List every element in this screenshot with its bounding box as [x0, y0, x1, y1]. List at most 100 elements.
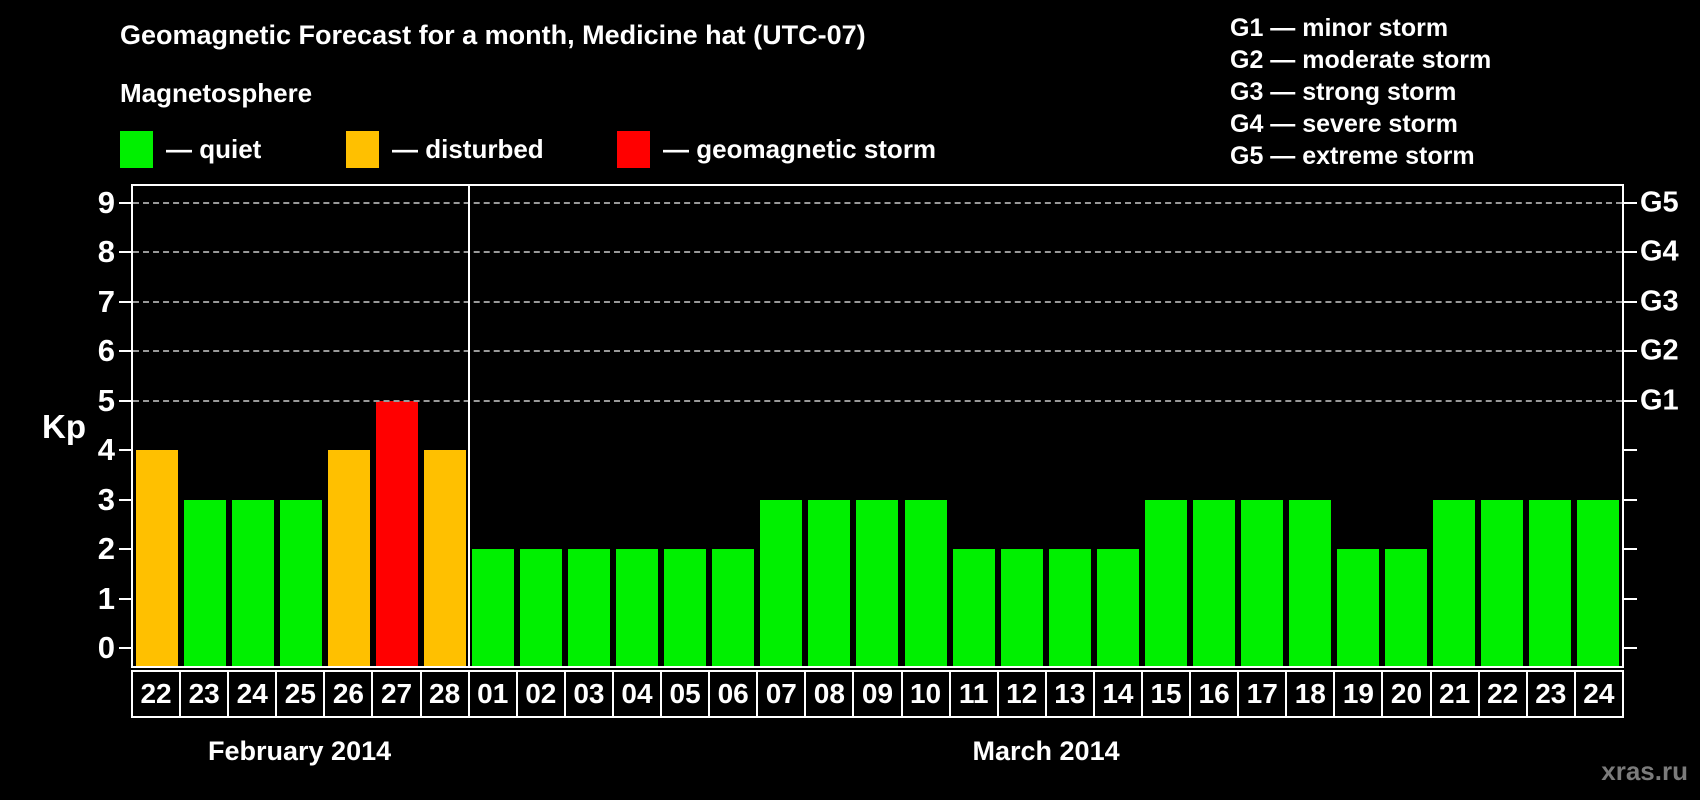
g-axis-label-g1: G1 [1640, 384, 1679, 417]
date-cell: 10 [900, 670, 951, 718]
date-cell: 07 [756, 670, 807, 718]
y-tick [1624, 201, 1637, 204]
date-cell: 05 [660, 670, 711, 718]
date-cell: 22 [131, 670, 182, 718]
y-tick-label: 5 [97, 382, 115, 418]
bar-slot [565, 186, 613, 666]
g-legend-line: G1 — minor storm [1230, 14, 1449, 42]
y-tick [119, 201, 131, 204]
kp-bar-12 [1000, 549, 1043, 666]
kp-bar-02 [520, 549, 563, 666]
month-label: February 2014 [208, 736, 392, 766]
date-cell: 01 [467, 670, 518, 718]
y-tick [119, 399, 131, 402]
y-tick [119, 597, 131, 600]
kp-bar-11 [952, 549, 995, 666]
bar-slot [661, 186, 709, 666]
date-cell: 20 [1381, 670, 1432, 718]
kp-bar-04 [616, 549, 659, 666]
y-axis-label: Kp [42, 408, 86, 445]
date-cell: 12 [996, 670, 1047, 718]
legend-item-quiet: — quiet [120, 131, 261, 168]
g-legend-line: G2 — moderate storm [1230, 46, 1492, 74]
kp-bar-15 [1144, 499, 1187, 666]
y-tick [1624, 647, 1637, 650]
date-cell: 28 [419, 670, 470, 718]
kp-bar-22 [1480, 499, 1523, 666]
date-cell: 25 [275, 670, 326, 718]
y-tick-label: 9 [97, 184, 115, 220]
date-cell: 27 [371, 670, 422, 718]
y-tick [119, 548, 131, 551]
month-labels: February 2014 March 2014 [131, 736, 1624, 776]
date-cell: 18 [1285, 670, 1336, 718]
y-tick-label: 6 [97, 333, 115, 369]
date-cell: 24 [1573, 670, 1624, 718]
storm-color-swatch-icon [617, 131, 650, 168]
date-cell: 08 [804, 670, 855, 718]
kp-bar-25 [280, 499, 323, 666]
kp-bar-13 [1048, 549, 1091, 666]
kp-bar-20 [1384, 549, 1427, 666]
legend-item-label: — geomagnetic storm [663, 134, 937, 164]
kp-bar-05 [664, 549, 707, 666]
bar-slot [469, 186, 517, 666]
g-legend-line: G5 — extreme storm [1230, 142, 1475, 170]
y-tick-label: 7 [97, 283, 115, 319]
bar-slot [805, 186, 853, 666]
date-cell: 22 [1477, 670, 1528, 718]
gridline-kp7 [133, 300, 1622, 303]
y-tick [119, 251, 131, 254]
kp-bar-27 [376, 400, 419, 666]
chart-title: Geomagnetic Forecast for a month, Medici… [120, 20, 866, 50]
date-cell: 23 [179, 670, 230, 718]
bar-slot [1478, 186, 1526, 666]
y-tick [1624, 548, 1637, 551]
date-cell: 14 [1092, 670, 1143, 718]
y-tick [1624, 350, 1637, 353]
date-cell: 13 [1044, 670, 1095, 718]
y-tick-label: 0 [97, 630, 115, 666]
bar-slot [373, 186, 421, 666]
y-tick [119, 498, 131, 501]
date-cell: 19 [1333, 670, 1384, 718]
bar-slot [133, 186, 181, 666]
y-tick-label: 1 [97, 580, 115, 616]
y-tick [1624, 399, 1637, 402]
bar-slot [229, 186, 277, 666]
y-tick [1624, 300, 1637, 303]
kp-bar-09 [856, 499, 899, 666]
bar-slot [181, 186, 229, 666]
bar-slot [421, 186, 469, 666]
chart-subtitle: Magnetosphere [120, 78, 313, 108]
date-cell: 09 [852, 670, 903, 718]
date-cell: 26 [323, 670, 374, 718]
kp-bar-19 [1336, 549, 1379, 666]
kp-bar-08 [808, 499, 851, 666]
date-cell: 21 [1429, 670, 1480, 718]
date-cell: 24 [227, 670, 278, 718]
month-label: March 2014 [972, 736, 1120, 766]
plot-area [131, 184, 1624, 668]
y-axis-ticks-right [1624, 186, 1637, 666]
date-axis: 22 23 24 25 26 27 28 01 02 03 04 05 06 07 08 09 10 11 12 13… [131, 670, 1624, 718]
bar-slot [1526, 186, 1574, 666]
date-cell: 17 [1237, 670, 1288, 718]
date-cell: 02 [515, 670, 566, 718]
bar-slot [1334, 186, 1382, 666]
bar-slot [1046, 186, 1094, 666]
y-tick [119, 300, 131, 303]
y-tick-label: 3 [97, 481, 115, 517]
kp-bar-17 [1240, 499, 1283, 666]
quiet-color-swatch-icon [120, 131, 153, 168]
kp-bar-23 [1528, 499, 1571, 666]
kp-bar-03 [568, 549, 611, 666]
kp-bar-18 [1288, 499, 1331, 666]
bar-slot [757, 186, 805, 666]
gridline-kp5 [133, 399, 1622, 402]
date-cell: 04 [611, 670, 663, 718]
legend-item-storm: — geomagnetic storm [617, 131, 936, 168]
y-tick [1624, 449, 1637, 452]
bar-slot [517, 186, 565, 666]
kp-bar-14 [1096, 549, 1139, 666]
